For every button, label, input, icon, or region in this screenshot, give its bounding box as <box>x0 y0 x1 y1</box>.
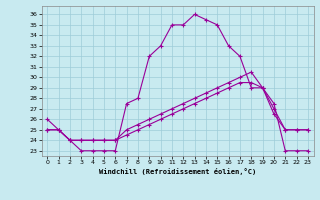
X-axis label: Windchill (Refroidissement éolien,°C): Windchill (Refroidissement éolien,°C) <box>99 168 256 175</box>
